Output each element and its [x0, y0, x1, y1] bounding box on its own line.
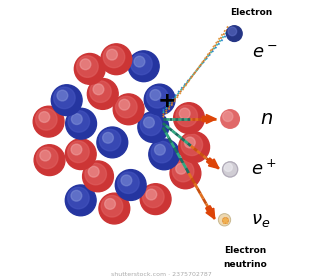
Circle shape — [113, 94, 144, 125]
Circle shape — [77, 56, 98, 77]
Circle shape — [54, 87, 75, 109]
Circle shape — [101, 195, 123, 217]
Circle shape — [144, 84, 175, 115]
Circle shape — [36, 109, 57, 130]
Text: +: + — [158, 91, 176, 111]
Circle shape — [119, 99, 130, 110]
Circle shape — [65, 185, 96, 216]
Circle shape — [154, 144, 165, 155]
Text: $e^+$: $e^+$ — [251, 160, 276, 179]
Circle shape — [140, 184, 171, 214]
Text: Electron: Electron — [224, 246, 266, 255]
Circle shape — [68, 141, 89, 163]
Circle shape — [179, 132, 210, 162]
Circle shape — [93, 84, 104, 95]
Circle shape — [149, 139, 180, 170]
Circle shape — [51, 85, 82, 116]
Circle shape — [65, 139, 96, 170]
Circle shape — [181, 134, 203, 156]
Circle shape — [184, 137, 195, 148]
Circle shape — [142, 186, 164, 207]
Circle shape — [226, 26, 242, 41]
Circle shape — [172, 160, 194, 182]
Circle shape — [131, 53, 152, 75]
Text: shutterstock.com · 2375702787: shutterstock.com · 2375702787 — [111, 272, 212, 277]
Circle shape — [101, 44, 132, 75]
Circle shape — [85, 163, 107, 185]
Circle shape — [151, 141, 173, 163]
Circle shape — [115, 170, 146, 200]
Circle shape — [176, 105, 197, 127]
Circle shape — [33, 106, 64, 137]
Circle shape — [224, 163, 232, 171]
Circle shape — [97, 127, 128, 158]
Circle shape — [88, 79, 118, 109]
Text: Electron: Electron — [230, 8, 272, 17]
Circle shape — [36, 147, 58, 169]
Text: $n$: $n$ — [260, 109, 273, 129]
Circle shape — [138, 112, 169, 143]
Circle shape — [71, 144, 82, 155]
Circle shape — [40, 150, 51, 161]
Circle shape — [88, 166, 99, 177]
Circle shape — [80, 59, 91, 70]
Circle shape — [116, 96, 137, 118]
Circle shape — [74, 53, 105, 84]
Text: $e^-$: $e^-$ — [252, 44, 278, 62]
Circle shape — [223, 111, 233, 122]
Circle shape — [143, 117, 154, 128]
Circle shape — [99, 129, 121, 151]
Text: $\nu_e$: $\nu_e$ — [251, 211, 271, 229]
Circle shape — [174, 103, 204, 134]
FancyArrow shape — [202, 115, 216, 123]
Circle shape — [170, 158, 201, 189]
Circle shape — [228, 27, 237, 36]
Circle shape — [68, 111, 89, 132]
Circle shape — [103, 46, 125, 68]
Circle shape — [176, 163, 186, 174]
Circle shape — [221, 110, 239, 128]
Circle shape — [66, 108, 97, 139]
Circle shape — [140, 114, 162, 136]
Circle shape — [105, 199, 115, 209]
Circle shape — [34, 145, 65, 176]
Circle shape — [121, 175, 132, 186]
FancyArrow shape — [206, 158, 219, 169]
Circle shape — [83, 161, 113, 192]
Circle shape — [57, 90, 68, 101]
Circle shape — [150, 90, 161, 100]
Circle shape — [128, 51, 159, 82]
FancyArrow shape — [206, 206, 215, 219]
Circle shape — [179, 108, 190, 119]
Circle shape — [103, 132, 113, 143]
Circle shape — [71, 190, 82, 201]
Circle shape — [134, 56, 145, 67]
Circle shape — [147, 87, 168, 108]
Circle shape — [146, 189, 157, 200]
Circle shape — [68, 187, 89, 209]
Circle shape — [223, 162, 238, 177]
Circle shape — [99, 193, 130, 224]
Circle shape — [39, 112, 50, 122]
Circle shape — [218, 214, 231, 226]
Circle shape — [90, 81, 111, 102]
Text: neutrino: neutrino — [224, 260, 267, 269]
Circle shape — [107, 49, 117, 60]
Circle shape — [118, 172, 139, 193]
Circle shape — [71, 114, 82, 125]
